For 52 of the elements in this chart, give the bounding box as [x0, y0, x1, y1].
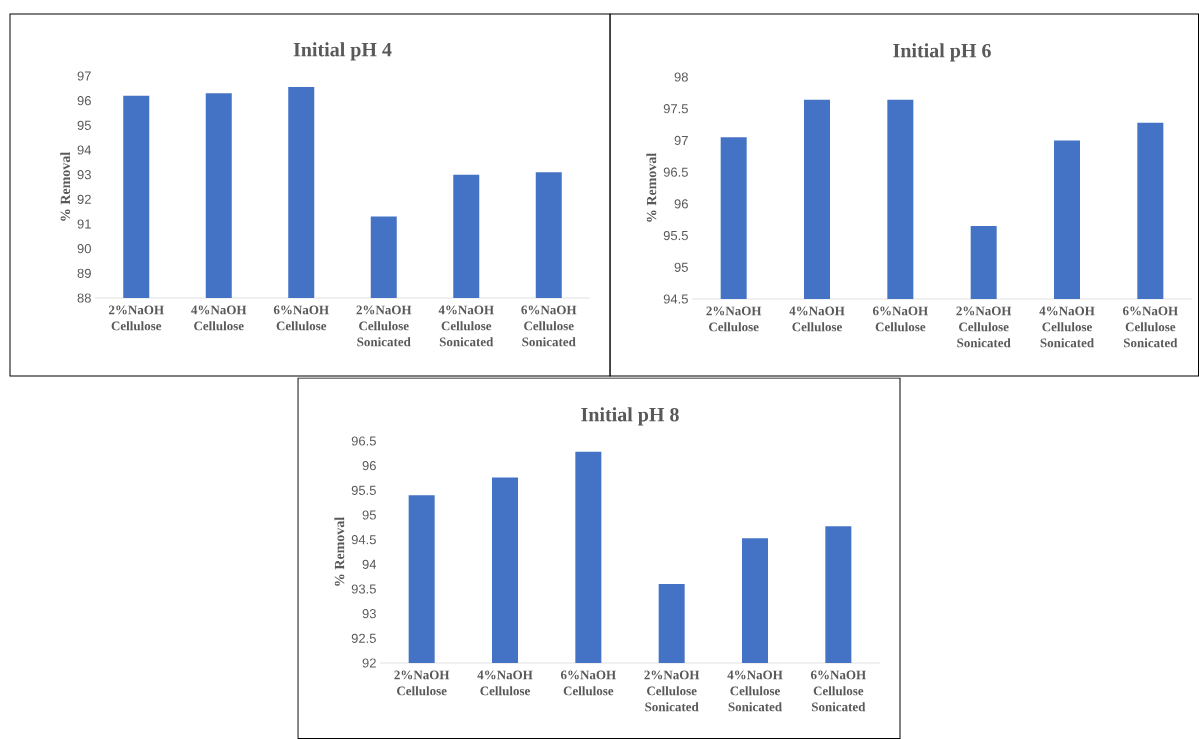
y-tick-label: 90	[77, 244, 91, 254]
x-tick-label: 6%NaOH Cellulose	[872, 306, 928, 332]
x-tick-label: 4%NaOH Cellulose	[477, 670, 533, 696]
y-tick-label: 93.5	[351, 584, 376, 594]
y-tick-label: 91	[77, 219, 91, 229]
y-tick-label: 97	[674, 135, 688, 146]
y-tick-label: 94.5	[351, 535, 376, 545]
x-tick-label: 6%NaOH Cellulose Sonicated	[1122, 306, 1178, 348]
y-tick-label: 96.5	[663, 167, 688, 177]
x-tick-label: 2%NaOH Cellulose	[108, 305, 164, 331]
y-tick-label: 95.5	[351, 485, 376, 495]
x-tick-label: 6%NaOH Cellulose	[273, 305, 329, 331]
chart-title: Initial pH 6	[893, 43, 991, 62]
y-tick-label: 92	[77, 194, 91, 204]
y-tick-label: 88	[77, 293, 91, 303]
x-tick-label: 6%NaOH Cellulose	[560, 670, 616, 696]
y-tick-label: 94.5	[663, 294, 688, 304]
y-tick-label: 97.5	[663, 104, 688, 114]
x-tick-label: 2%NaOH Cellulose	[394, 670, 450, 696]
chart-title: Initial pH 4	[293, 42, 392, 61]
x-tick-label: 4%NaOH Cellulose Sonicated	[727, 670, 783, 712]
x-tick-label: 6%NaOH Cellulose Sonicated	[810, 670, 866, 712]
y-tick-label: 95.5	[663, 230, 688, 241]
x-tick-label: 2%NaOH Cellulose Sonicated	[644, 670, 700, 712]
x-tick-label: 4%NaOH Cellulose Sonicated	[438, 305, 494, 347]
y-tick-label: 98	[674, 72, 688, 82]
chart-title: Initial pH 8	[581, 407, 679, 426]
x-tick-label: 2%NaOH Cellulose	[706, 306, 762, 332]
y-tick-label: 95	[674, 262, 688, 272]
y-tick-label: 94	[362, 559, 377, 569]
y-tick-label: 92	[362, 658, 376, 668]
y-tick-label: 92.5	[351, 633, 376, 643]
y-tick-label: 97	[77, 71, 91, 81]
y-tick-label: 96	[362, 461, 376, 471]
y-tick-label: 96	[77, 96, 91, 106]
y-tick-label: 93	[362, 609, 376, 619]
y-axis-title: % Removal	[334, 517, 345, 586]
x-tick-label: 2%NaOH Cellulose Sonicated	[356, 305, 412, 347]
y-tick-label: 96.5	[351, 436, 376, 446]
x-tick-label: 2%NaOH Cellulose Sonicated	[956, 306, 1012, 348]
x-tick-label: 4%NaOH Cellulose	[789, 306, 845, 332]
x-tick-label: 6%NaOH Cellulose Sonicated	[521, 305, 577, 347]
y-axis-title: % Removal	[646, 153, 657, 222]
y-tick-label: 95	[77, 120, 91, 130]
x-tick-label: 4%NaOH Cellulose	[191, 305, 247, 331]
y-tick-label: 89	[77, 268, 91, 278]
y-tick-label: 96	[674, 199, 688, 209]
y-axis-title: % Removal	[60, 152, 71, 221]
y-tick-label: 94	[77, 145, 92, 155]
x-tick-label: 4%NaOH Cellulose Sonicated	[1039, 306, 1095, 348]
y-tick-label: 95	[362, 510, 376, 520]
y-tick-label: 93	[77, 170, 91, 180]
